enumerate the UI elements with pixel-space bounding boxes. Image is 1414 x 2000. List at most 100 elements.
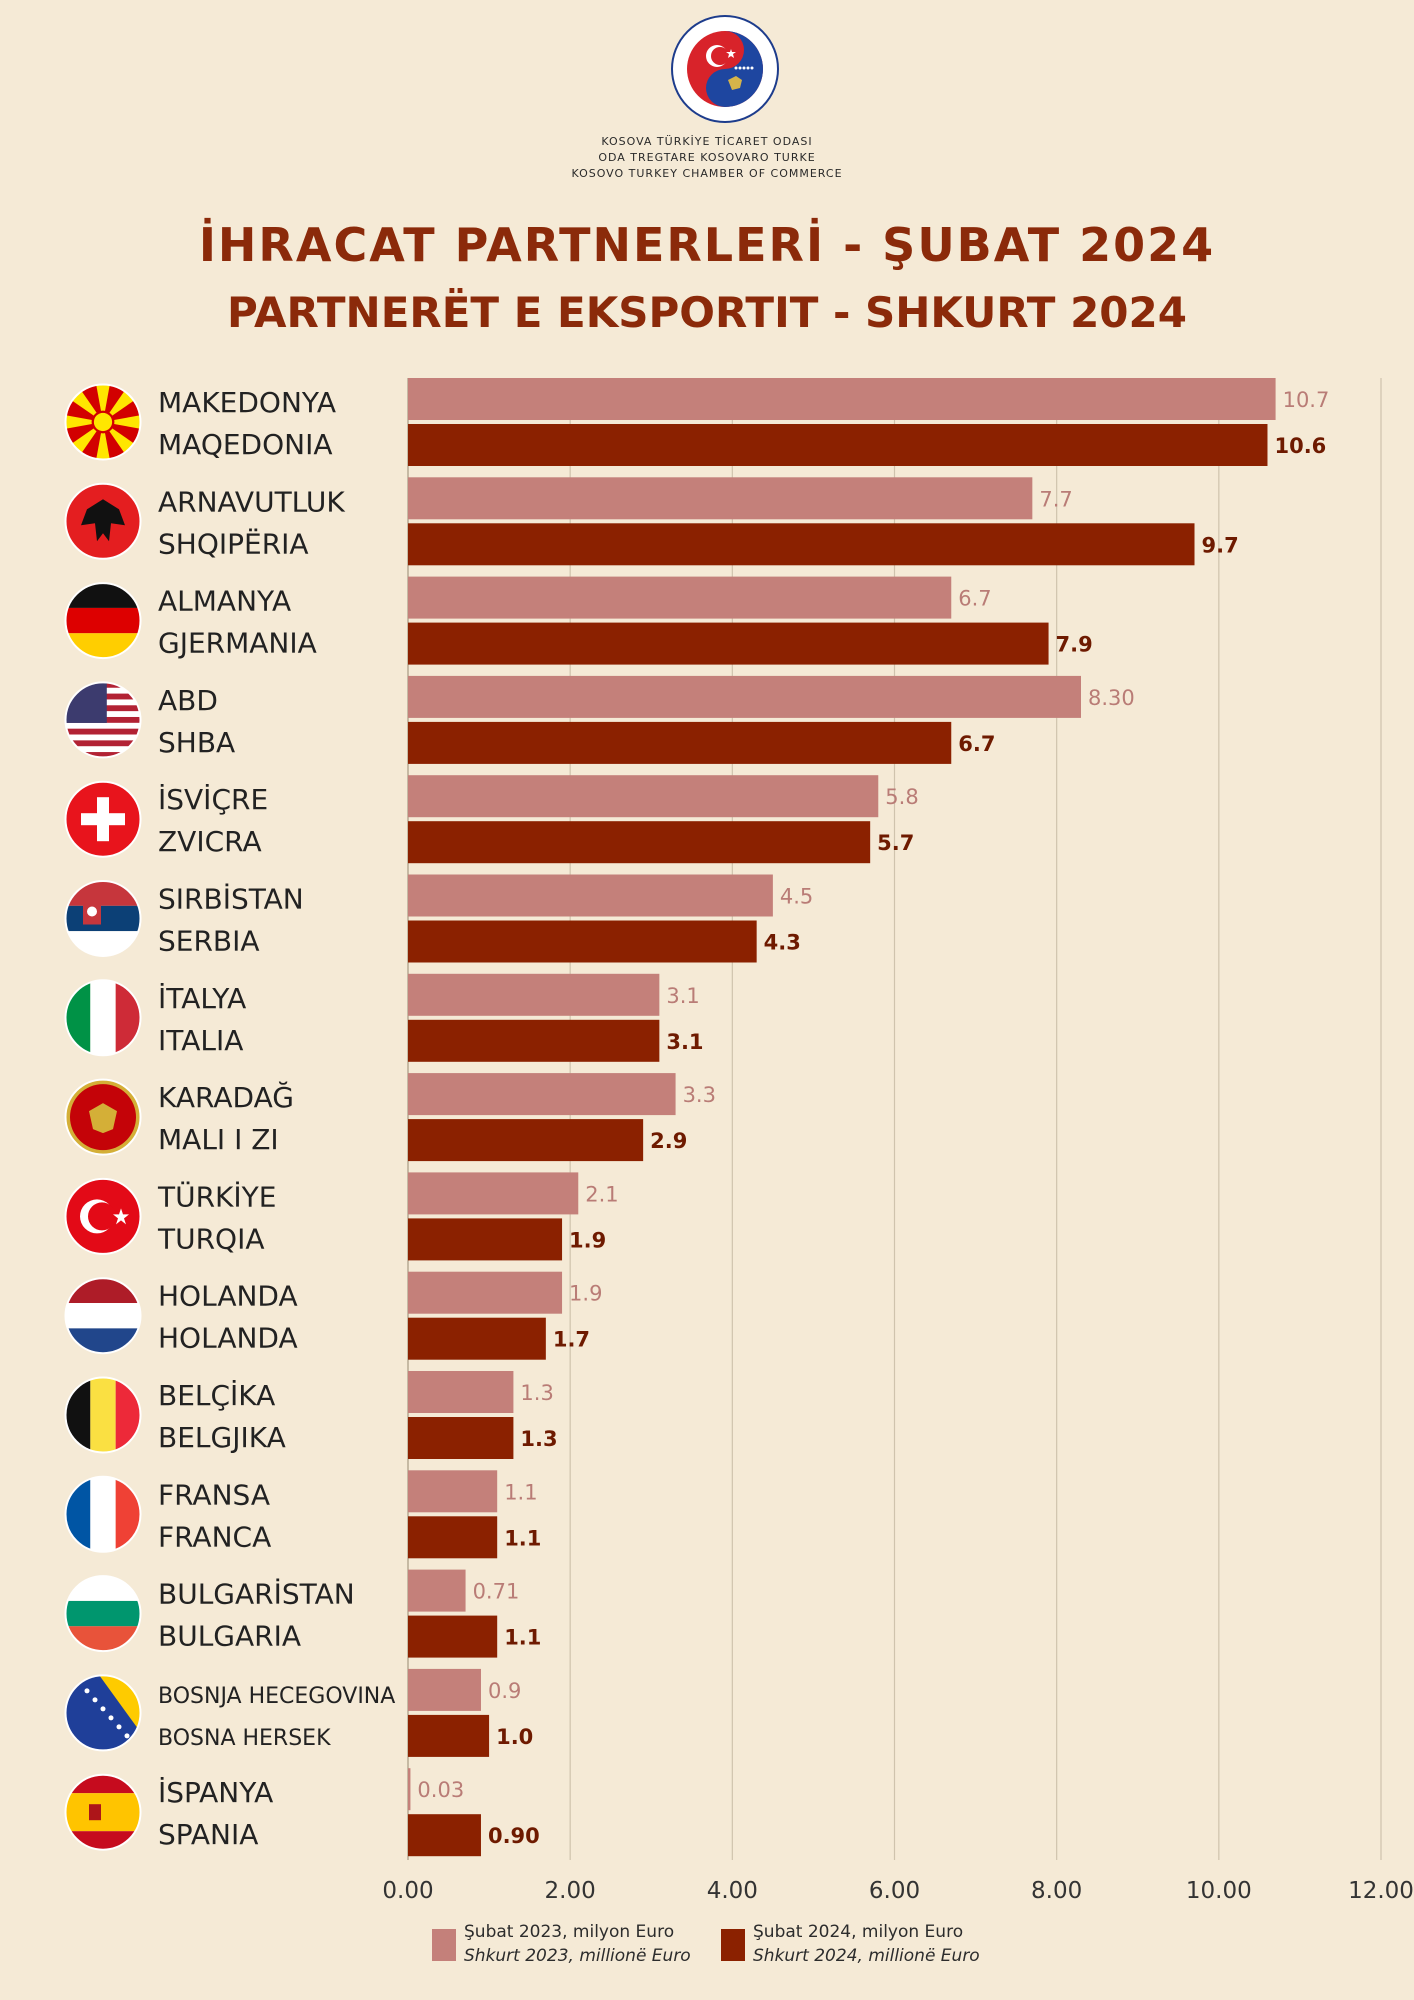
- bar-2023: [408, 1768, 411, 1811]
- category-label-sq: ZVICRA: [158, 825, 262, 858]
- organization-name: KOSOVA TÜRKİYE TİCARET ODASI ODA TREGTAR…: [0, 134, 1414, 182]
- x-tick-label: 8.00: [1031, 1878, 1082, 1900]
- bar-2023: [408, 1073, 676, 1116]
- bar-2024: [408, 1814, 481, 1857]
- data-label-2024: 1.3: [520, 1427, 557, 1451]
- bar-2023: [408, 874, 773, 917]
- bar-2023: [408, 378, 1276, 420]
- x-tick-label: 12.00: [1348, 1878, 1414, 1900]
- data-label-2023: 0.03: [417, 1778, 464, 1802]
- data-label-2023: 0.9: [488, 1679, 521, 1703]
- category-label-tr: BULGARİSTAN: [158, 1578, 355, 1611]
- data-label-2023: 3.1: [666, 984, 699, 1008]
- data-label-2024: 10.6: [1274, 434, 1326, 458]
- data-label-2023: 1.9: [569, 1282, 602, 1306]
- data-label-2024: 0.90: [488, 1824, 540, 1848]
- bar-2024: [408, 1317, 546, 1360]
- bosnia-flag-icon: [64, 1674, 142, 1752]
- netherlands-flag-icon: [64, 1277, 142, 1355]
- data-label-2024: 1.9: [569, 1228, 606, 1252]
- switzerland-flag-icon: [64, 780, 142, 858]
- category-label-sq: MAQEDONIA: [158, 428, 333, 461]
- legend-label-2024: Şubat 2024, milyon Euro: [753, 1922, 964, 1942]
- data-label-2023: 2.1: [585, 1182, 618, 1206]
- bar-2024: [408, 721, 952, 764]
- germany-flag-icon: [64, 582, 142, 660]
- legend-swatch-2024: [721, 1929, 745, 1961]
- category-label-sq: MALI I ZI: [158, 1123, 279, 1156]
- legend-label-2023: Şubat 2023, milyon Euro: [464, 1922, 675, 1942]
- category-label-tr: SIRBİSTAN: [158, 883, 304, 916]
- serbia-flag-icon: [64, 880, 142, 957]
- bar-2023: [408, 775, 879, 818]
- bar-2024: [408, 1615, 498, 1658]
- x-tick-label: 0.00: [382, 1878, 433, 1900]
- legend-swatch-2023: [432, 1929, 456, 1961]
- category-label-tr: BELÇİKA: [158, 1379, 275, 1412]
- bar-2024: [408, 1516, 498, 1559]
- legend-label-2024-alt: Shkurt 2024, millionë Euro: [753, 1946, 980, 1966]
- bar-2023: [408, 1668, 481, 1711]
- category-label-tr: KARADAĞ: [158, 1080, 294, 1114]
- spain-flag-icon: [64, 1773, 142, 1851]
- data-label-2024: 9.7: [1202, 533, 1239, 557]
- org-line-en: KOSOVO TURKEY CHAMBER OF COMMERCE: [571, 167, 843, 180]
- bar-2024: [408, 1019, 660, 1062]
- category-label-sq: SHBA: [158, 726, 235, 759]
- data-label-2023: 1.1: [504, 1480, 537, 1504]
- category-label-sq: TURQIA: [157, 1222, 265, 1255]
- category-label-sq: BULGARIA: [158, 1620, 301, 1653]
- category-label-tr: ALMANYA: [158, 585, 291, 618]
- x-tick-label: 2.00: [545, 1878, 596, 1900]
- data-label-2023: 5.8: [885, 785, 918, 809]
- category-label-sq: BELGJIKA: [158, 1421, 286, 1454]
- chamber-logo: [670, 14, 780, 124]
- category-label-sq: GJERMANIA: [158, 627, 317, 660]
- bar-2023: [408, 675, 1081, 718]
- data-label-2023: 3.3: [683, 1083, 716, 1107]
- bar-2023: [408, 1470, 498, 1513]
- category-label-sq: SERBIA: [158, 925, 260, 958]
- category-label-sq: BOSNA HERSEK: [158, 1726, 331, 1751]
- data-label-2024: 1.0: [496, 1725, 533, 1749]
- chart-title-tr: İHRACAT PARTNERLERİ - ŞUBAT 2024: [198, 218, 1216, 272]
- data-label-2024: 5.7: [877, 831, 914, 855]
- org-line-tr: KOSOVA TÜRKİYE TİCARET ODASI: [601, 135, 813, 148]
- bar-2024: [408, 1119, 644, 1162]
- category-label-tr: HOLANDA: [158, 1280, 298, 1313]
- data-label-2024: 1.1: [504, 1526, 541, 1550]
- org-line-sq: ODA TREGTARE KOSOVARO TURKE: [598, 151, 816, 164]
- data-label-2024: 7.9: [1056, 633, 1093, 657]
- bulgaria-flag-icon: [64, 1575, 142, 1653]
- bar-2023: [408, 973, 660, 1016]
- data-label-2023: 6.7: [958, 587, 991, 611]
- bar-2024: [408, 424, 1268, 466]
- category-label-tr: TÜRKİYE: [157, 1179, 276, 1213]
- belgium-flag-icon: [64, 1376, 142, 1454]
- bar-2024: [408, 523, 1195, 566]
- bar-2023: [408, 1569, 466, 1612]
- category-label-tr: İSPANYA: [158, 1776, 273, 1809]
- usa-flag-icon: [64, 681, 142, 759]
- bar-2023: [408, 1172, 579, 1215]
- data-label-2024: 3.1: [666, 1030, 703, 1054]
- bar-chart: 0.00 2.00 4.00 6.00 8.00 10.00 12.00 10.7 10.6 MA…: [64, 378, 1414, 1900]
- data-label-2024: 1.1: [504, 1626, 541, 1650]
- data-label-2023: 1.3: [520, 1381, 553, 1405]
- bar-2023: [408, 1371, 514, 1413]
- bar-2023: [408, 477, 1033, 520]
- data-label-2023: 7.7: [1039, 487, 1072, 511]
- data-label-2023: 8.30: [1088, 686, 1135, 710]
- bar-2024: [408, 1417, 514, 1459]
- category-label-tr: BOSNJA HECEGOVINA: [158, 1684, 395, 1709]
- bar-2024: [408, 1218, 563, 1261]
- albania-flag-icon: [64, 482, 142, 560]
- data-label-2023: 0.71: [473, 1580, 520, 1604]
- data-label-2023: 10.7: [1283, 388, 1330, 412]
- data-label-2024: 4.3: [764, 931, 801, 955]
- category-label-tr: ARNAVUTLUK: [158, 485, 345, 518]
- category-label-tr: İTALYA: [158, 982, 246, 1015]
- x-tick-label: 6.00: [869, 1878, 920, 1900]
- category-label-sq: ITALIA: [158, 1024, 243, 1057]
- data-label-2024: 1.7: [553, 1328, 590, 1352]
